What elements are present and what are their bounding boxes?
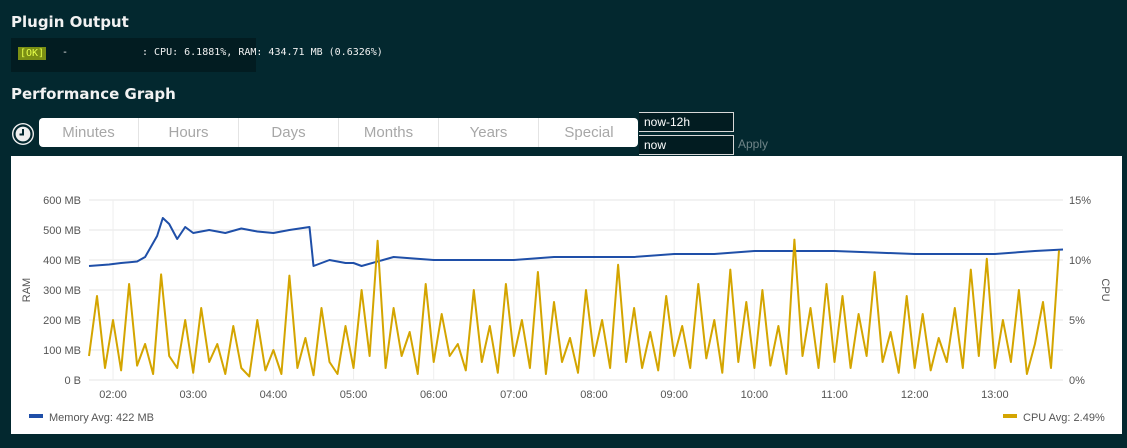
- plugin-output-heading: Plugin Output: [11, 13, 129, 31]
- clock-icon[interactable]: [12, 123, 34, 145]
- y-left-tick-label: 200 MB: [43, 315, 81, 327]
- tab-special[interactable]: Special: [564, 124, 614, 141]
- legend-swatch-memory: [29, 414, 43, 418]
- tab-minutes[interactable]: Minutes: [39, 118, 139, 147]
- y-left-tick-label: 600 MB: [43, 195, 81, 207]
- x-tick-label: 10:00: [741, 389, 769, 401]
- tab-hours[interactable]: Hours: [139, 118, 239, 147]
- legend-swatch-cpu: [1003, 414, 1017, 418]
- x-tick-label: 12:00: [901, 389, 929, 401]
- series-line-cpu: [88, 238, 1060, 378]
- x-tick-label: 07:00: [500, 389, 528, 401]
- range-tabs: Minutes Hours Days Months Years Special: [39, 118, 638, 147]
- y-right-tick-label: 0%: [1069, 375, 1085, 387]
- x-tick-label: 09:00: [660, 389, 688, 401]
- legend-label-cpu: CPU Avg: 2.49%: [1023, 412, 1105, 424]
- status-badge: [OK]: [18, 47, 47, 60]
- y-right-tick-label: 5%: [1069, 315, 1085, 327]
- clock-icon-glyph: [13, 124, 33, 144]
- performance-chart-panel: 0 B 100 MB 200 MB 300 MB 400 MB 500 MB 600 MB 0…: [11, 156, 1122, 434]
- y-right-tick-label: 15%: [1069, 195, 1091, 207]
- x-tick-label: 05:00: [340, 389, 368, 401]
- to-time-input[interactable]: now: [639, 135, 734, 155]
- plugin-output-box: [11, 38, 256, 72]
- x-tick-label: 02:00: [99, 389, 127, 401]
- y-left-tick-label: 500 MB: [43, 225, 81, 237]
- x-tick-label: 13:00: [981, 389, 1009, 401]
- y-right-tick-label: 10%: [1069, 255, 1091, 267]
- legend-label-memory: Memory Avg: 422 MB: [49, 412, 154, 424]
- y-right-axis-label: CPU: [1099, 278, 1111, 301]
- y-left-tick-label: 300 MB: [43, 285, 81, 297]
- x-tick-label: 04:00: [260, 389, 288, 401]
- plugin-output-message: : CPU: 6.1881%, RAM: 434.71 MB (0.6326%): [142, 47, 383, 58]
- x-tick-label: 08:00: [580, 389, 608, 401]
- performance-graph-heading: Performance Graph: [11, 85, 176, 103]
- tab-years[interactable]: Years: [439, 118, 539, 147]
- x-tick-label: 03:00: [179, 389, 207, 401]
- tab-months[interactable]: Months: [339, 118, 439, 147]
- x-tick-label: 11:00: [821, 389, 848, 401]
- host-name: -: [62, 47, 69, 58]
- from-time-input[interactable]: now-12h: [639, 112, 734, 132]
- y-left-tick-label: 0 B: [64, 375, 81, 387]
- y-left-tick-label: 100 MB: [43, 345, 81, 357]
- x-tick-label: 06:00: [420, 389, 448, 401]
- performance-chart: 0 B 100 MB 200 MB 300 MB 400 MB 500 MB 600 MB 0…: [21, 195, 1111, 424]
- y-left-axis-label: RAM: [21, 278, 33, 302]
- series-line-memory: [88, 217, 1064, 267]
- y-left-tick-label: 400 MB: [43, 255, 81, 267]
- apply-button[interactable]: Apply: [738, 137, 769, 151]
- tab-days[interactable]: Days: [239, 118, 339, 147]
